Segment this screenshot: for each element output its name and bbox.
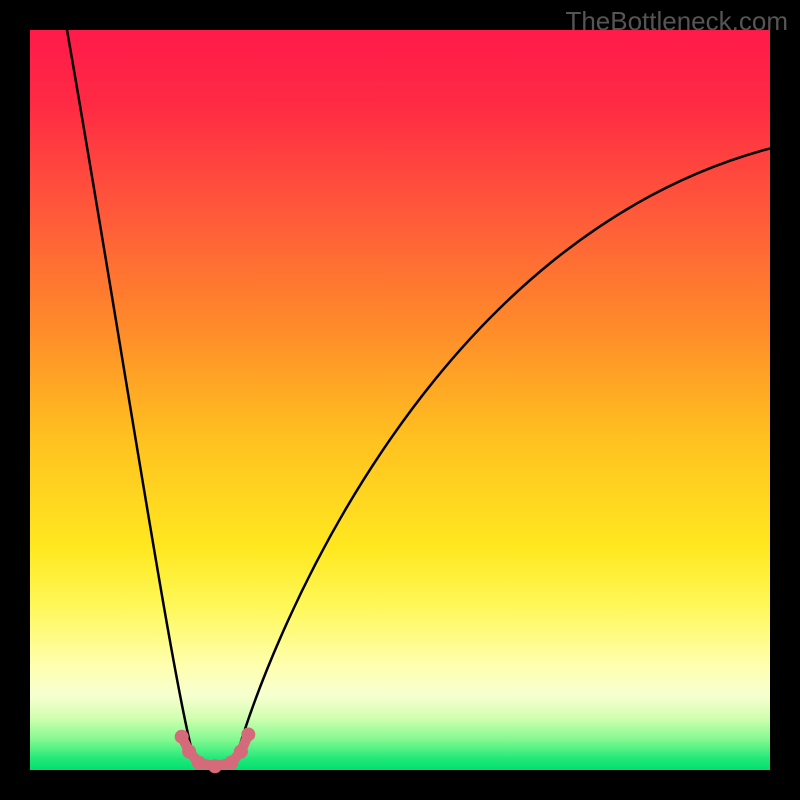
trough-marker xyxy=(234,745,248,759)
trough-marker xyxy=(175,730,189,744)
watermark-text: TheBottleneck.com xyxy=(565,6,788,37)
trough-marker xyxy=(208,759,222,773)
trough-marker xyxy=(192,756,206,770)
gradient-background xyxy=(30,30,770,770)
trough-marker xyxy=(224,756,238,770)
trough-marker xyxy=(241,727,255,741)
bottleneck-chart xyxy=(0,0,800,800)
trough-marker xyxy=(182,745,196,759)
